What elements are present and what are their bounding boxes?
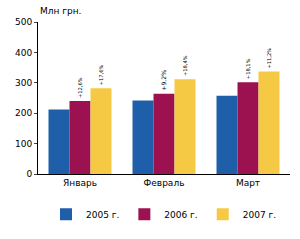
svg-text:+17,6%: +17,6%: [98, 64, 104, 85]
svg-text:200: 200: [15, 108, 32, 118]
svg-text:100: 100: [15, 139, 32, 149]
svg-text:+9,2%: +9,2%: [160, 70, 167, 91]
svg-text:+12,6%: +12,6%: [77, 77, 83, 98]
svg-text:Январь: Январь: [63, 178, 97, 188]
svg-text:0: 0: [26, 169, 32, 179]
svg-text:Февраль: Февраль: [144, 178, 185, 188]
svg-text:500: 500: [15, 17, 32, 27]
svg-text:Март: Март: [236, 178, 260, 188]
svg-text:Млн грн.: Млн грн.: [40, 6, 81, 16]
svg-text:+18,4%: +18,4%: [182, 55, 188, 76]
svg-text:+18,1%: +18,1%: [245, 58, 251, 79]
svg-text:+11,2%: +11,2%: [266, 48, 272, 69]
svg-text:400: 400: [15, 48, 32, 58]
svg-text:2006 г.: 2006 г.: [164, 210, 197, 220]
svg-text:300: 300: [15, 78, 32, 88]
svg-text:2007 г.: 2007 г.: [243, 210, 276, 220]
svg-text:2005 г.: 2005 г.: [86, 210, 119, 220]
